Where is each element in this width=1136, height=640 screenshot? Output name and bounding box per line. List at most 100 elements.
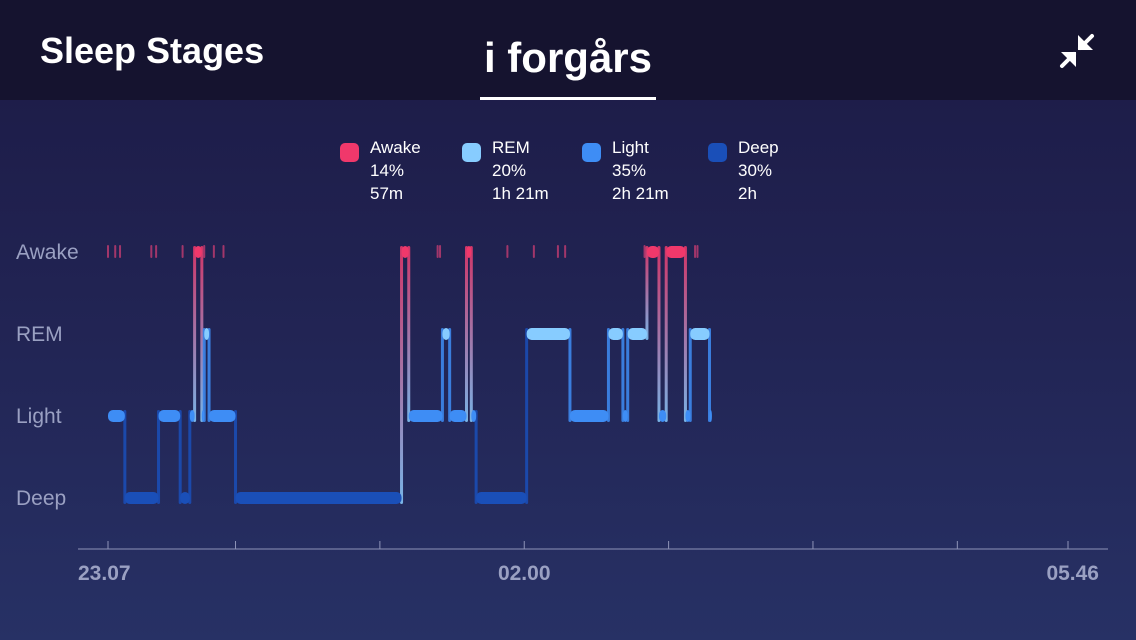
brief-awakening-mark	[643, 245, 646, 258]
tab-current-day[interactable]: i forgårs	[480, 32, 656, 100]
brief-awakening-mark	[436, 245, 439, 258]
legend-duration: 2h 21m	[612, 184, 669, 203]
stage-transition	[568, 328, 572, 422]
stage-transition	[469, 246, 473, 422]
legend-duration: 57m	[370, 184, 404, 203]
legend-label: Awake	[370, 138, 421, 157]
page-title: Sleep Stages	[40, 30, 265, 71]
legend-percent: 20%	[492, 161, 527, 180]
y-label-light: Light	[16, 405, 62, 428]
stage-band-awake	[401, 246, 409, 258]
stage-band-light	[569, 410, 609, 422]
stage-transition	[626, 328, 630, 422]
legend-percent: 14%	[370, 161, 405, 180]
stage-band-light	[158, 410, 181, 422]
brief-awakening-mark	[506, 245, 509, 258]
y-label-awake: Awake	[16, 241, 79, 264]
stage-transition	[525, 328, 529, 504]
x-tick-label: 02.00	[498, 562, 551, 585]
x-tick-label: 23.07	[78, 562, 131, 585]
legend-percent: 30%	[738, 161, 773, 180]
stage-transition	[464, 246, 468, 422]
stage-transition	[207, 328, 211, 422]
legend-label: Light	[612, 138, 649, 157]
stage-band-light	[189, 410, 195, 422]
stage-transition	[683, 246, 687, 422]
stage-transition	[448, 328, 452, 422]
stage-band-awake	[466, 246, 472, 258]
stage-transition	[123, 410, 127, 504]
header-bar: Sleep Stages i forgårs	[0, 0, 1136, 100]
brief-awakening-mark	[150, 245, 153, 258]
stage-band-awake	[646, 246, 659, 258]
stage-transition	[688, 328, 692, 422]
stage-band-deep	[124, 492, 159, 504]
legend-swatch-rem	[462, 143, 481, 162]
stage-band-light	[209, 410, 236, 422]
brief-awakening-mark	[155, 245, 158, 258]
stage-band-rem	[442, 328, 450, 340]
stage-band-light	[685, 410, 691, 422]
legend-label: Deep	[738, 138, 779, 157]
stage-band-rem	[608, 328, 623, 340]
stage-transition	[657, 246, 661, 422]
brief-awakening-mark	[564, 245, 567, 258]
stage-band-deep	[235, 492, 402, 504]
stage-transition	[606, 328, 610, 422]
stage-transition	[407, 246, 411, 422]
y-label-deep: Deep	[16, 487, 66, 510]
brief-awakening-mark	[114, 245, 117, 258]
stage-transition	[708, 328, 712, 422]
legend-swatch-light	[582, 143, 601, 162]
brief-awakening-mark	[532, 245, 535, 258]
stage-band-light	[449, 410, 467, 422]
brief-awakening-mark	[119, 245, 122, 258]
legend-swatch-deep	[708, 143, 727, 162]
collapse-arrows-icon	[1060, 34, 1094, 68]
stage-transition	[178, 410, 182, 504]
brief-awakening-mark	[696, 245, 699, 258]
stage-transition	[188, 410, 192, 504]
legend-percent: 35%	[612, 161, 647, 180]
stage-transition	[193, 246, 197, 422]
stage-transition	[664, 246, 668, 422]
stage-band-deep	[476, 492, 527, 504]
stage-band-light	[108, 410, 125, 422]
legend-duration: 1h 21m	[492, 184, 549, 203]
brief-awakening-mark	[212, 245, 215, 258]
legend: Awake 14% 57m REM 20% 1h 21m Light 35% 2…	[0, 136, 1136, 216]
stage-band-light	[709, 410, 712, 422]
legend-swatch-awake	[340, 143, 359, 162]
stage-transition	[440, 328, 444, 422]
stage-band-deep	[180, 492, 190, 504]
stage-transition	[234, 410, 238, 504]
x-tick-label: 05.46	[1046, 562, 1099, 585]
stage-transition	[474, 410, 478, 504]
legend-duration: 2h	[738, 184, 757, 203]
brief-awakening-mark	[439, 245, 442, 258]
y-label-rem: REM	[16, 323, 63, 346]
collapse-button[interactable]	[1056, 30, 1098, 72]
stage-transition	[157, 410, 161, 504]
brief-awakening-mark	[694, 245, 697, 258]
brief-awakening-mark	[556, 245, 559, 258]
stage-transition	[200, 246, 204, 422]
brief-awakening-mark	[203, 245, 206, 258]
stage-transition	[400, 246, 404, 504]
legend-label: REM	[492, 138, 530, 157]
brief-awakening-mark	[181, 245, 184, 258]
stage-band-light	[622, 410, 628, 422]
stage-transition	[621, 328, 625, 422]
stage-band-light	[471, 410, 477, 422]
stage-band-rem	[204, 328, 210, 340]
stage-band-awake	[194, 246, 202, 258]
stage-transition	[645, 246, 649, 340]
brief-awakening-mark	[107, 245, 109, 258]
stage-band-light	[408, 410, 443, 422]
stage-band-awake	[666, 246, 686, 258]
stage-band-rem	[526, 328, 570, 340]
stage-band-rem	[627, 328, 647, 340]
stage-band-rem	[690, 328, 710, 340]
stage-band-light	[658, 410, 667, 422]
